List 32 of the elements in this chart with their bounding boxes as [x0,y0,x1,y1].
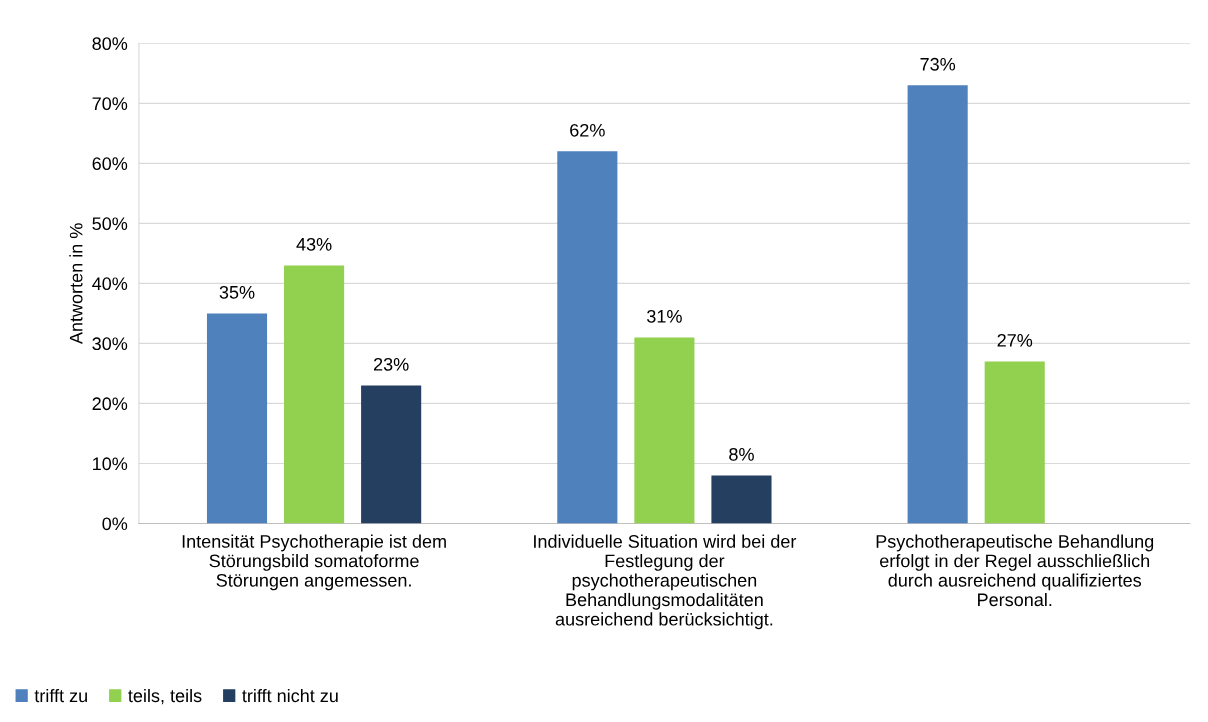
data-label: 31% [647,309,682,323]
bar [361,385,422,524]
y-tick-label: 40% [92,277,128,291]
data-label: 27% [997,333,1033,347]
x-tick-label: Psychotherapeutische Behandlung erfolgt in der Regel ausschließlich durch ausreichend qualifiziertes Personal. [876,534,1154,607]
bar [984,361,1045,524]
data-label: 43% [296,237,332,251]
y-tick-label: 10% [93,457,128,471]
data-label: 8% [729,447,754,461]
y-tick-label: 20% [92,397,128,411]
y-tick-label: 30% [92,337,128,351]
bar [711,475,772,524]
y-tick-label: 0% [102,517,128,531]
data-label: 73% [920,57,956,71]
legend-label: trifft zu [34,688,87,703]
legend-label: trifft nicht zu [242,688,338,703]
bar [206,313,268,524]
y-tick-label: 50% [92,217,128,231]
y-axis-title: Antworten in % [69,223,83,345]
x-tick-label: Individuelle Situation wird bei der Festlegung der psychotherapeutischen Behandlungsmodalitäten ausreichend berücksichtigt. [534,534,797,630]
y-tick-label: 70% [92,97,128,111]
data-label: 35% [219,285,255,299]
y-tick-label: 80% [92,37,128,51]
data-label: 23% [373,357,409,371]
bar [907,85,968,524]
bar [284,265,345,524]
legend-label: teils, teils [128,688,202,705]
x-tick-label: Intensität Psychotherapie ist dem Störungsbild somatoforme Störungen angemessen. [182,534,446,591]
bar [634,337,695,524]
bar [557,151,618,524]
data-label: 62% [570,123,605,137]
y-tick-label: 60% [92,157,128,171]
